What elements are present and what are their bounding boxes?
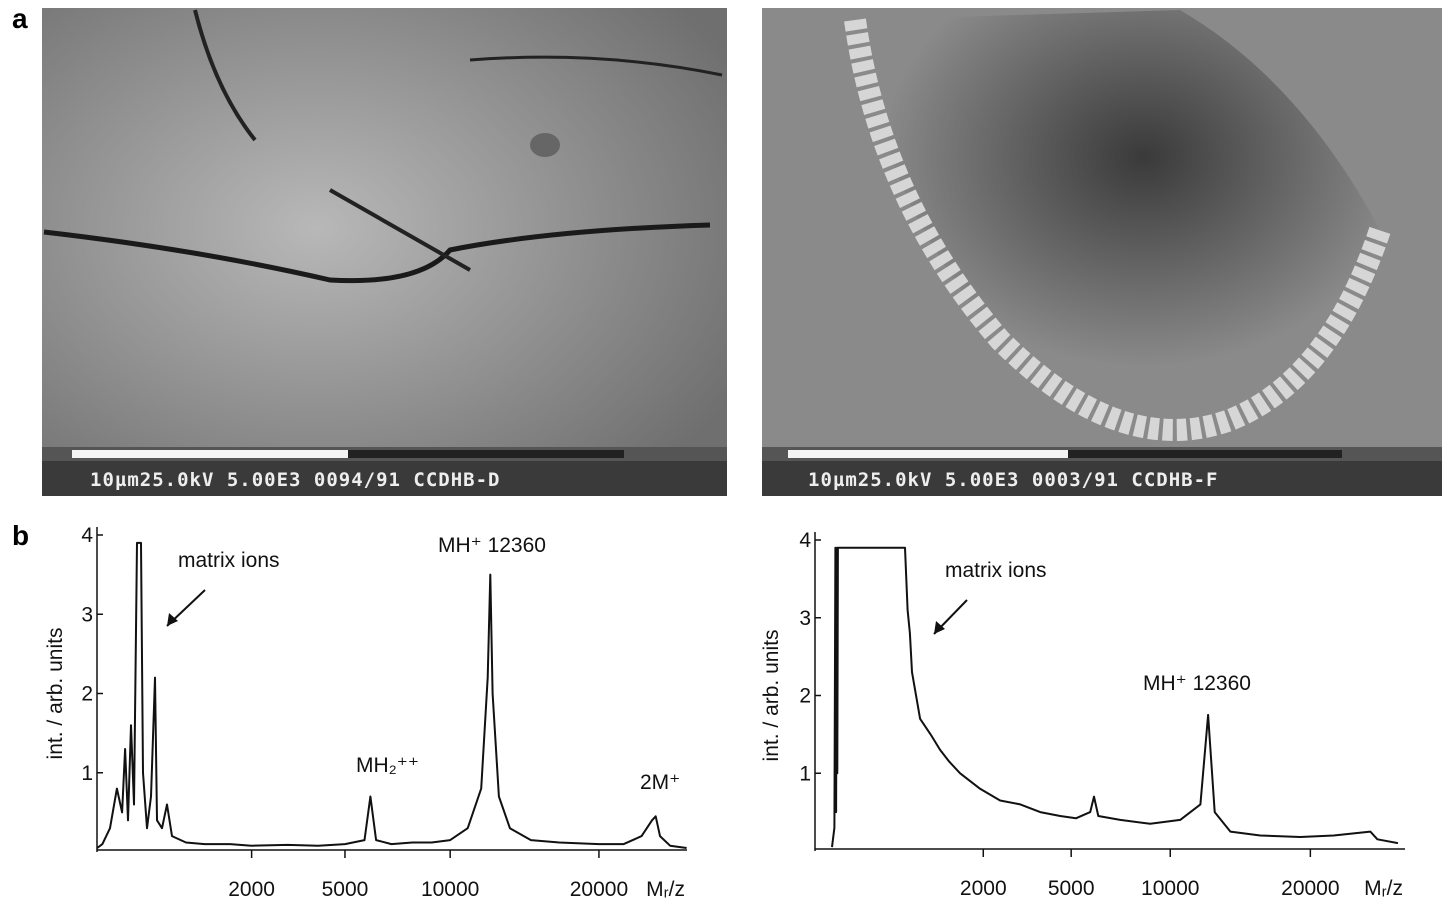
annotation: MH⁺ 12360 <box>1143 672 1251 695</box>
x-tick-label: 20000 <box>570 878 628 901</box>
y-tick-label: 3 <box>799 607 811 630</box>
y-axis-label: int. / arb. units <box>760 630 783 762</box>
y-tick-label: 3 <box>81 603 93 626</box>
x-tick-label: 20000 <box>1281 877 1339 900</box>
annotation: MH⁺ 12360 <box>438 534 546 557</box>
y-tick-label: 1 <box>81 762 93 785</box>
sem-image: 10µm25.0kV 5.00E3 0094/91 CCDHB-D <box>42 8 727 496</box>
y-tick-label: 2 <box>799 685 811 708</box>
annotation: 2M⁺ <box>640 771 680 794</box>
x-tick-label: 2000 <box>228 878 275 901</box>
image-caption: 10µm25.0kV 5.00E3 0094/91 CCDHB-D <box>90 469 501 491</box>
annotation: matrix ions <box>945 559 1047 582</box>
x-tick-label: 5000 <box>1048 877 1095 900</box>
panel-label: b <box>12 520 29 551</box>
x-tick-label: 10000 <box>1141 877 1199 900</box>
spectrum-line <box>96 541 687 849</box>
y-axis-label: int. / arb. units <box>44 628 67 760</box>
sem-image: 10µm25.0kV 5.00E3 0003/91 CCDHB-F <box>762 8 1442 496</box>
annotation-arrowhead <box>167 613 178 626</box>
spectrum-line <box>831 546 1399 848</box>
x-tick-label: 2000 <box>960 877 1007 900</box>
annotation: matrix ions <box>178 549 280 572</box>
panel-label: a <box>12 3 28 34</box>
x-tick-label: 5000 <box>322 878 369 901</box>
y-tick-label: 2 <box>81 683 93 706</box>
annotation: MH₂⁺⁺ <box>356 754 419 777</box>
annotation-arrowhead <box>934 621 945 634</box>
x-tick-label: 10000 <box>421 878 479 901</box>
y-tick-label: 4 <box>81 524 93 547</box>
y-tick-label: 4 <box>799 529 811 552</box>
y-tick-label: 1 <box>799 762 811 785</box>
image-caption: 10µm25.0kV 5.00E3 0003/91 CCDHB-F <box>808 469 1219 491</box>
x-axis-label: Mᵣ/z <box>1364 877 1403 900</box>
x-axis-label: Mᵣ/z <box>646 878 685 901</box>
